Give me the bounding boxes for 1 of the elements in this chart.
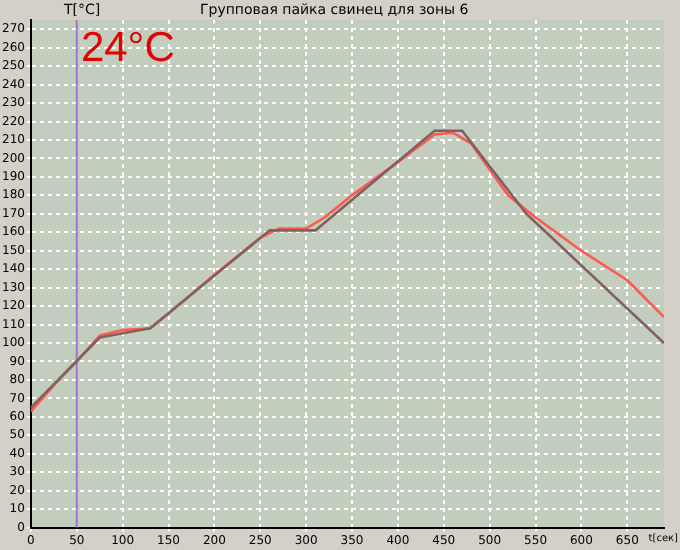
annotation: 24°C [80, 24, 175, 71]
